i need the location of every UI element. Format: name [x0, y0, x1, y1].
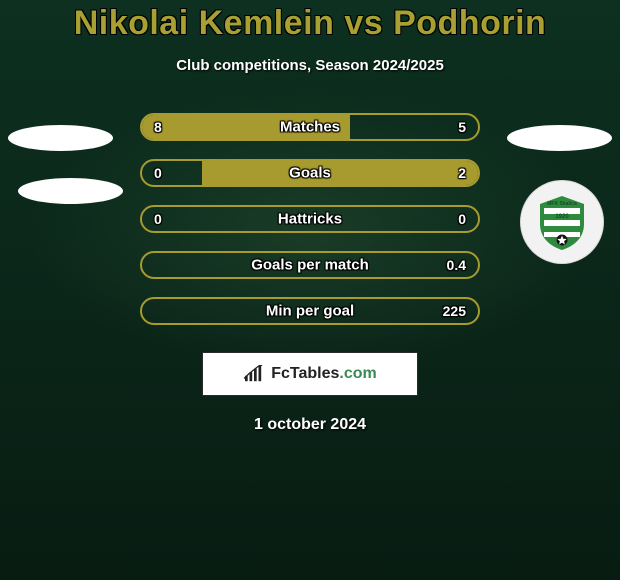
stat-value-right: 0: [458, 211, 466, 227]
stat-value-right: 225: [443, 303, 466, 319]
bar-chart-icon: [243, 365, 265, 383]
stat-row: Goals per match0.4: [0, 242, 620, 288]
bar-fill-left: [142, 115, 350, 139]
stat-value-left: 0: [154, 211, 162, 227]
infographic: Nikolai Kemlein vs Podhorin Club competi…: [0, 0, 620, 580]
page-title: Nikolai Kemlein vs Podhorin: [74, 4, 547, 43]
stat-bar: Goals02: [140, 159, 480, 187]
stat-label: Min per goal: [142, 303, 478, 320]
stat-bar: Goals per match0.4: [140, 251, 480, 279]
stat-row: Min per goal225: [0, 288, 620, 334]
brand-watermark: FcTables.com: [202, 352, 418, 396]
subtitle: Club competitions, Season 2024/2025: [176, 57, 444, 74]
brand-domain: .com: [339, 365, 376, 382]
brand-text: FcTables.com: [271, 365, 377, 383]
stat-rows: Matches85Goals02Hattricks00Goals per mat…: [0, 104, 620, 334]
stat-label: Goals per match: [142, 257, 478, 274]
stat-value-left: 0: [154, 165, 162, 181]
stat-bar: Min per goal225: [140, 297, 480, 325]
stat-value-right: 5: [458, 119, 466, 135]
stat-value-right: 0.4: [447, 257, 466, 273]
brand-name: FcTables: [271, 365, 339, 382]
stat-bar: Matches85: [140, 113, 480, 141]
stat-label: Hattricks: [142, 211, 478, 228]
stat-row: Matches85: [0, 104, 620, 150]
stat-bar: Hattricks0 0: [140, 205, 480, 233]
date-label: 1 october 2024: [254, 416, 366, 434]
stat-row: Goals02: [0, 150, 620, 196]
stat-row: Hattricks0 0: [0, 196, 620, 242]
bar-fill-right: [202, 161, 478, 185]
